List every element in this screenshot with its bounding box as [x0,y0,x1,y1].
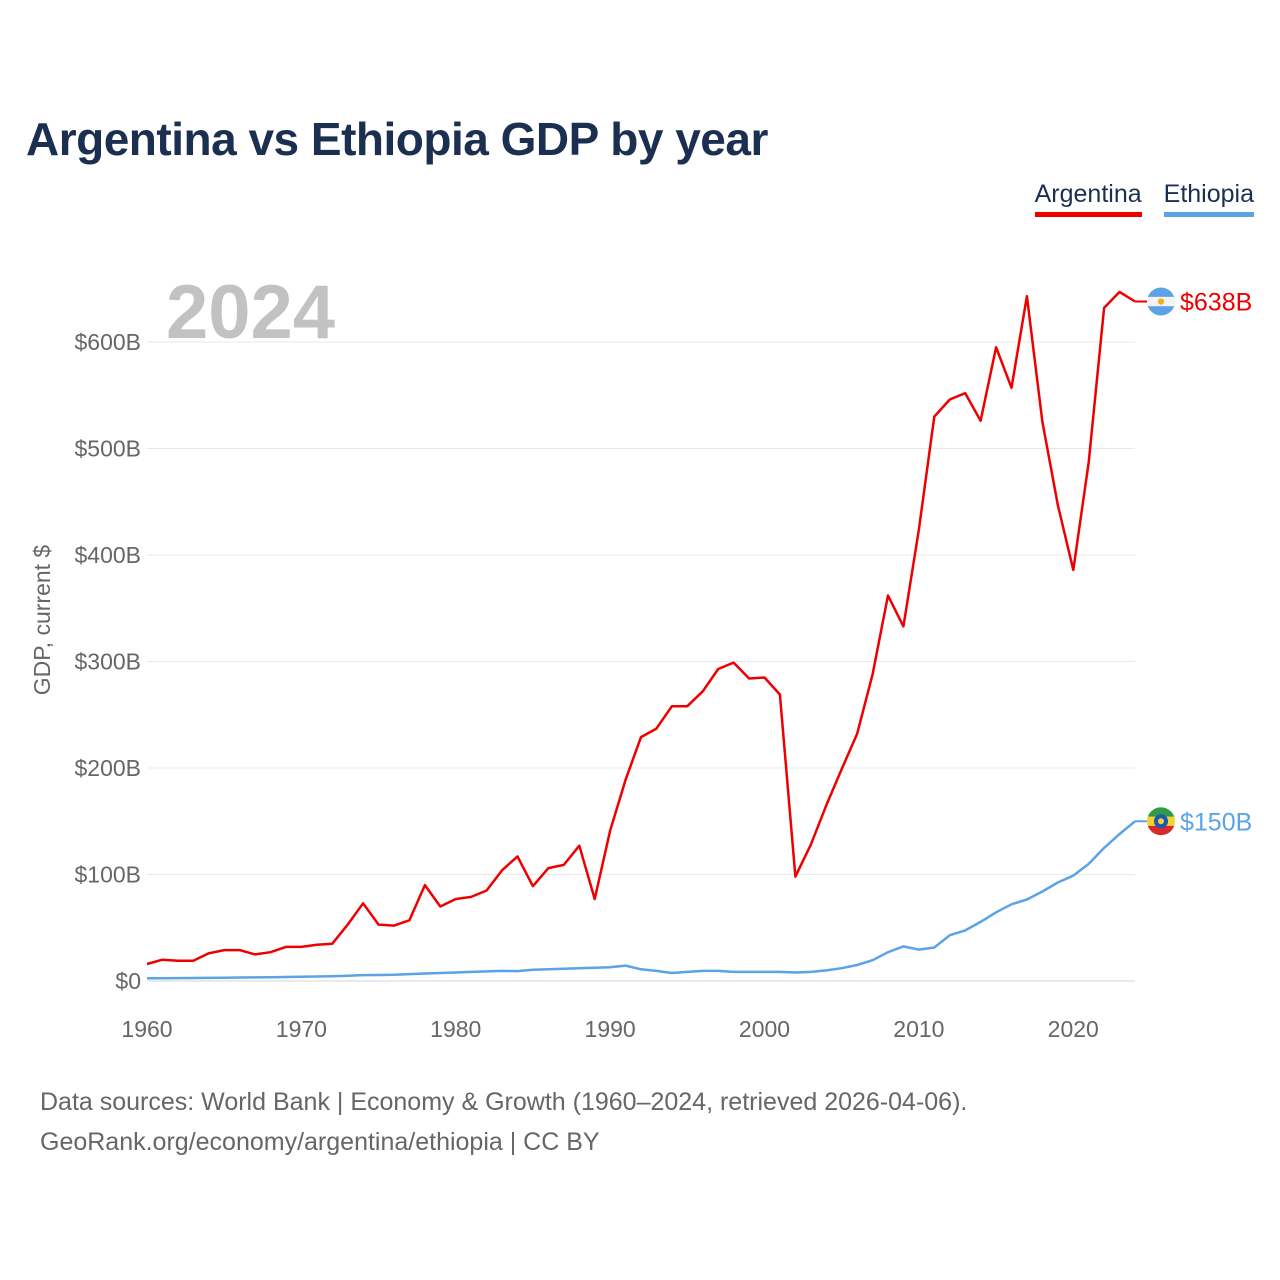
end-value-label-argentina: $638B [1180,289,1252,317]
legend: Argentina Ethiopia [1034,180,1254,217]
y-tick-label: $200B [74,755,141,781]
legend-argentina[interactable]: Argentina [1034,180,1142,217]
chart-title: Argentina vs Ethiopia GDP by year [26,113,768,165]
x-tick-label: 1980 [430,1016,481,1042]
legend-ethiopia[interactable]: Ethiopia [1163,180,1254,217]
x-tick-label: 2000 [739,1016,790,1042]
y-tick-label: $300B [74,649,141,675]
y-tick-label: $0 [115,968,141,994]
y-axis-title: GDP, current $ [29,545,55,696]
ethiopia-flag-icon [1147,807,1175,836]
end-value-label-ethiopia: $150B [1180,808,1252,836]
x-tick-label: 1990 [585,1016,636,1042]
argentina-flag-icon [1147,287,1175,316]
gdp-line-chart: $0 $100B $200B $300B $400B $500B $600B 1960 1970… [29,270,1252,1042]
x-tick-label: 1960 [121,1016,172,1042]
y-tick-label: $400B [74,542,141,568]
series-line-ethiopia[interactable] [146,820,1136,980]
y-tick-label: $500B [74,436,141,462]
year-watermark: 2024 [166,270,335,355]
y-tick-label: $100B [74,862,141,888]
footer-attribution: GeoRank.org/economy/argentina/ethiopia |… [40,1128,600,1156]
footer-sources: Data sources: World Bank | Economy & Gro… [40,1088,968,1116]
x-tick-label: 2020 [1048,1016,1099,1042]
footer: Data sources: World Bank | Economy & Gro… [40,1082,967,1162]
x-tick-label: 1970 [276,1016,327,1042]
y-tick-label: $600B [74,329,141,355]
x-tick-label: 2010 [893,1016,944,1042]
series-line-argentina[interactable] [146,290,1136,966]
